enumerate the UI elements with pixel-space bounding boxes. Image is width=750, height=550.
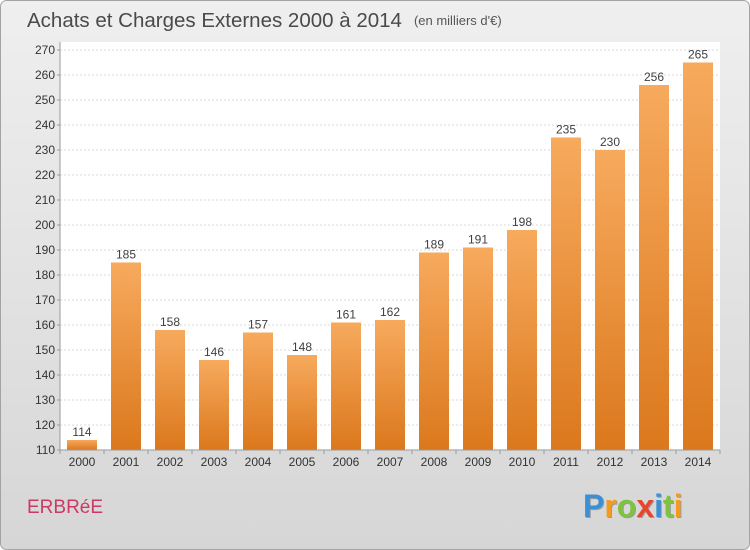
bar-value-label-2007: 162 — [380, 305, 400, 319]
x-tick-label-2009: 2009 — [465, 455, 492, 469]
y-tick-label-200: 200 — [35, 218, 55, 232]
bar-2005 — [287, 355, 317, 450]
chart-heading: Achats et Charges Externes 2000 à 2014 (e… — [27, 9, 502, 32]
x-tick-label-2011: 2011 — [553, 455, 579, 469]
x-tick-label-2005: 2005 — [289, 455, 316, 469]
chart-subtitle: (en milliers d'€) — [414, 13, 502, 28]
bar-2003 — [199, 360, 229, 450]
y-tick-label-180: 180 — [35, 268, 55, 282]
bar-value-label-2004: 157 — [248, 318, 268, 332]
x-tick-label-2014: 2014 — [685, 455, 712, 469]
bar-value-label-2008: 189 — [424, 238, 444, 252]
y-tick-label-240: 240 — [35, 118, 55, 132]
bar-value-label-2011: 235 — [556, 123, 576, 137]
bar-2008 — [419, 252, 449, 450]
x-tick-label-2006: 2006 — [333, 455, 360, 469]
bar-2012 — [595, 150, 625, 450]
x-tick-label-2007: 2007 — [377, 455, 404, 469]
x-tick-label-2008: 2008 — [421, 455, 448, 469]
y-tick-label-190: 190 — [35, 243, 55, 257]
bar-value-label-2001: 185 — [116, 248, 136, 262]
bar-value-label-2003: 146 — [204, 345, 224, 359]
bars — [67, 62, 713, 450]
logo-letter: r — [604, 488, 616, 524]
bar-value-label-2013: 256 — [644, 70, 664, 84]
bar-2010 — [507, 230, 537, 450]
y-tick-label-150: 150 — [35, 343, 55, 357]
bar-2006 — [331, 322, 361, 450]
bar-2013 — [639, 85, 669, 450]
y-tick-label-250: 250 — [35, 93, 55, 107]
logo-letter: P — [583, 488, 604, 524]
y-tick-label-110: 110 — [36, 443, 55, 457]
x-tick-label-2002: 2002 — [157, 455, 184, 469]
y-tick-label-160: 160 — [35, 318, 55, 332]
bar-value-label-2002: 158 — [160, 315, 180, 329]
logo-letter: i — [674, 488, 683, 524]
y-tick-label-120: 120 — [35, 418, 55, 432]
bar-value-label-2012: 230 — [600, 135, 620, 149]
logo-letter: i — [654, 488, 663, 524]
bar-value-label-2005: 148 — [292, 340, 312, 354]
bar-2007 — [375, 320, 405, 450]
x-tick-label-2000: 2000 — [69, 455, 96, 469]
x-tick-label-2004: 2004 — [245, 455, 272, 469]
bar-2004 — [243, 332, 273, 450]
x-tick-label-2013: 2013 — [641, 455, 668, 469]
logo-letter: x — [636, 488, 654, 524]
bar-value-label-2009: 191 — [468, 233, 488, 247]
axis-ticks: 110 120 130 140 150 160 170 180 190 200 210 220 230 2… — [35, 43, 721, 469]
bar-2000 — [67, 440, 97, 450]
y-tick-label-270: 270 — [35, 43, 55, 57]
bar-2001 — [111, 262, 141, 450]
x-tick-label-2003: 2003 — [201, 455, 228, 469]
proxiti-logo: Proxiti — [583, 488, 683, 524]
y-tick-label-140: 140 — [35, 368, 55, 382]
x-tick-label-2001: 2001 — [113, 455, 140, 469]
x-tick-label-2010: 2010 — [509, 455, 536, 469]
bar-2002 — [155, 330, 185, 450]
bar-2011 — [551, 137, 581, 450]
bar-value-labels: 114 185 158 146 157 148 161 162 189 191 198 235 230 2… — [72, 48, 708, 440]
bar-2014 — [683, 62, 713, 450]
logo-letter: t — [663, 488, 674, 524]
y-tick-label-210: 210 — [35, 193, 55, 207]
y-tick-label-230: 230 — [35, 143, 55, 157]
location-name: ERBRéE — [27, 497, 103, 518]
bar-value-label-2010: 198 — [512, 215, 532, 229]
x-tick-label-2012: 2012 — [597, 455, 624, 469]
y-tick-label-170: 170 — [35, 293, 55, 307]
y-tick-label-260: 260 — [35, 68, 55, 82]
bar-value-label-2014: 265 — [688, 48, 708, 62]
y-tick-label-130: 130 — [35, 393, 55, 407]
bar-value-label-2000: 114 — [72, 425, 91, 439]
chart-title: Achats et Charges Externes 2000 à 2014 — [27, 9, 402, 32]
logo-letter: o — [617, 488, 637, 524]
bar-value-label-2006: 161 — [336, 308, 356, 322]
bar-2009 — [463, 247, 493, 450]
y-tick-label-220: 220 — [35, 168, 55, 182]
